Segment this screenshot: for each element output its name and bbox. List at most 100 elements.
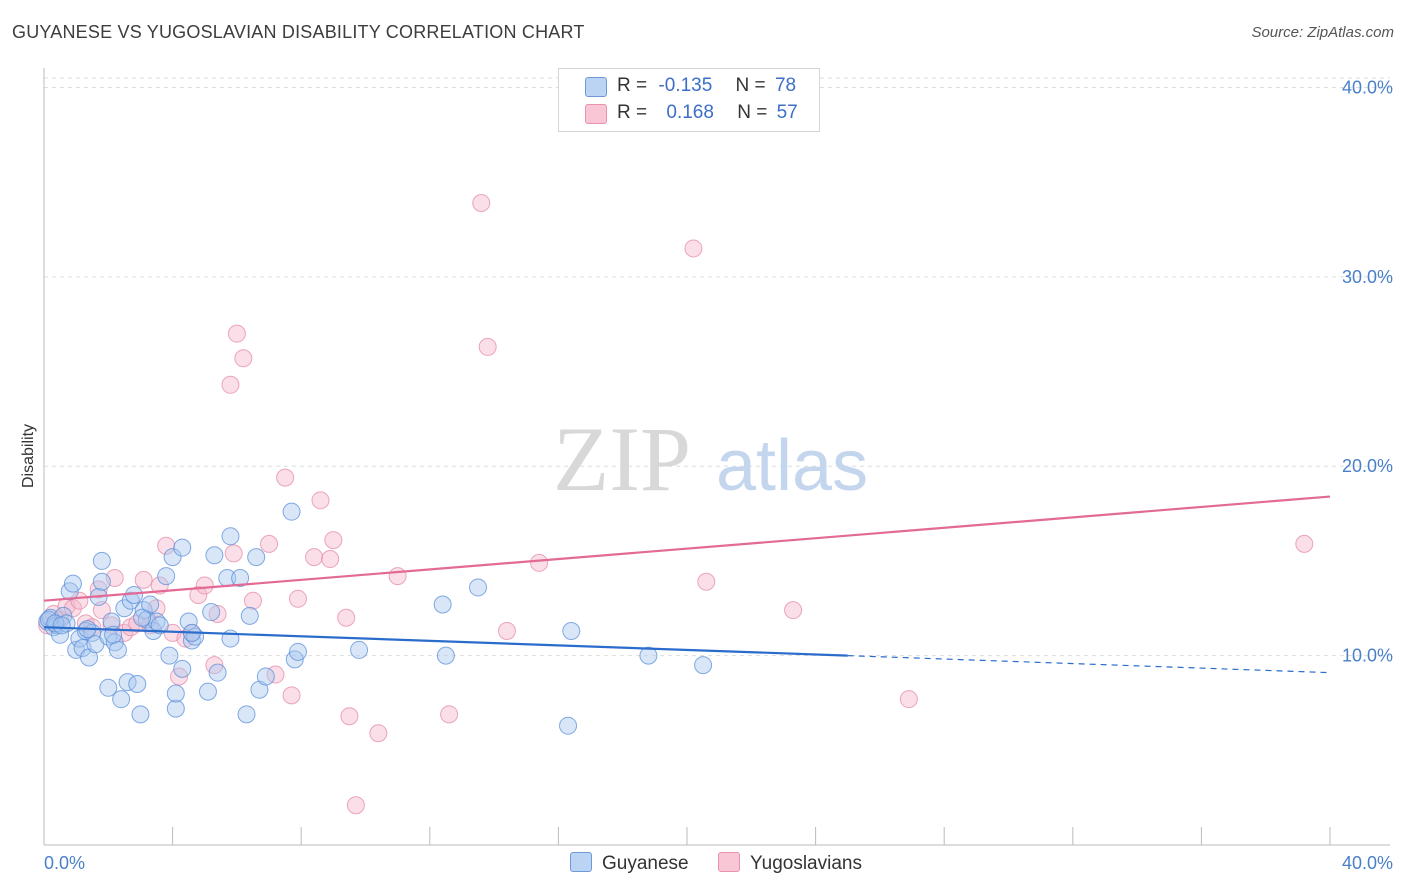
yugoslavians-point: [472, 193, 491, 212]
guyanese-point: [92, 551, 111, 570]
guyanese-point: [288, 642, 307, 661]
guyanese-point: [694, 656, 713, 675]
r-label: R =: [617, 102, 648, 123]
yugoslavians-point: [346, 796, 365, 815]
guyanese-point: [115, 599, 134, 618]
yugoslavians-point: [195, 576, 214, 595]
guyanese-point: [240, 606, 259, 625]
guyanese-point: [350, 640, 369, 659]
trend-lines: [43, 495, 1331, 674]
guyanese-point: [173, 538, 192, 557]
r-label: R =: [617, 75, 648, 96]
guyanese-point: [92, 572, 111, 591]
guyanese-point: [160, 646, 179, 665]
yugoslavians-point: [388, 567, 407, 586]
yugoslavians-point: [899, 690, 918, 709]
r-value-yugoslavians: 0.168: [666, 102, 714, 123]
watermark-zip: ZIP: [553, 408, 691, 510]
n-value-guyanese: 78: [774, 75, 797, 96]
yugoslavians-point: [340, 707, 359, 726]
yugoslavians-point: [260, 534, 279, 553]
guyanese-point: [221, 527, 240, 546]
yugoslavians-swatch: [585, 104, 607, 124]
guyanese-point: [163, 548, 182, 567]
yugoslavians-point: [221, 375, 240, 394]
yugoslavians-point: [530, 553, 549, 572]
guyanese-point: [198, 682, 217, 701]
guyanese-point: [231, 568, 250, 587]
yugoslavians-point: [150, 576, 169, 595]
guyanese-legend-swatch: [570, 852, 592, 872]
yugoslavians-point: [243, 591, 262, 610]
yugoslavians-trend-line: [43, 495, 1331, 602]
guyanese-point: [133, 608, 152, 627]
yugoslavians-point: [157, 536, 176, 555]
yugoslavians-point: [337, 608, 356, 627]
yugoslavians-point: [324, 531, 343, 550]
yugoslavians-point: [134, 570, 153, 589]
series-guyanese: [38, 502, 713, 735]
yugoslavians-point: [305, 548, 324, 567]
n-label: N =: [735, 75, 766, 96]
guyanese-point: [433, 595, 452, 614]
guyanese-point: [112, 690, 131, 709]
guyanese-point: [131, 705, 150, 724]
yugoslavians-point: [321, 550, 340, 569]
yugoslavians-point: [497, 621, 516, 640]
yugoslavians-legend-swatch: [718, 852, 740, 872]
guyanese-point: [282, 502, 301, 521]
y-tick-labels: 10.0% 20.0% 30.0% 40.0%: [1342, 77, 1393, 665]
yugoslavians-point: [784, 601, 803, 620]
n-label: N =: [737, 102, 768, 123]
y-axis-label: Disability: [20, 424, 37, 488]
y-tick-label: 20.0%: [1342, 456, 1393, 476]
guyanese-point: [150, 616, 169, 635]
yugoslavians-point: [227, 324, 246, 343]
yugoslavians-point: [208, 604, 227, 623]
axes: [43, 68, 1390, 846]
n-value-yugoslavians: 57: [776, 102, 798, 123]
guyanese-trend-line: [43, 626, 848, 657]
yugoslavians-point: [369, 724, 388, 743]
yugoslavians-point: [282, 686, 301, 705]
r-value-guyanese: -0.135: [658, 75, 713, 96]
yugoslavians-point: [224, 544, 243, 563]
guyanese-point: [166, 699, 185, 718]
guyanese-point: [436, 646, 455, 665]
yugoslavians-point: [63, 599, 82, 618]
x-tick-labels: 0.0% 40.0%: [44, 853, 1393, 873]
y-tick-label: 10.0%: [1342, 646, 1393, 666]
guyanese-point: [205, 546, 224, 565]
guyanese-point: [125, 586, 144, 605]
guyanese-point: [51, 625, 70, 644]
guyanese-point: [639, 646, 658, 665]
yugoslavians-legend-label: Yugoslavians: [750, 853, 862, 874]
yugoslavians-point: [697, 572, 716, 591]
x-tick-label: 0.0%: [44, 853, 85, 873]
guyanese-point: [99, 678, 118, 697]
guyanese-swatch: [585, 77, 607, 97]
guyanese-point: [80, 648, 99, 667]
chart-title: GUYANESE VS YUGOSLAVIAN DISABILITY CORRE…: [12, 22, 585, 42]
guyanese-point: [166, 684, 185, 703]
guyanese-point: [247, 548, 266, 567]
yugoslavians-point: [276, 468, 295, 487]
guyanese-point: [173, 659, 192, 678]
guyanese-point: [208, 663, 227, 682]
guyanese-point: [128, 675, 147, 694]
source-label: Source: ZipAtlas.com: [1251, 24, 1394, 41]
bottom-legend-guyanese: Guyanese: [570, 852, 689, 875]
yugoslavians-point: [189, 586, 208, 605]
guyanese-point: [52, 616, 71, 635]
guyanese-point: [179, 612, 198, 631]
y-tick-label: 40.0%: [1342, 77, 1393, 97]
yugoslavians-point: [478, 337, 497, 356]
y-tick-label: 30.0%: [1342, 267, 1393, 287]
guyanese-point: [562, 621, 581, 640]
stats-legend: R = -0.135 N = 78 R = 0.168 N = 57: [558, 68, 820, 132]
guyanese-point: [250, 680, 269, 699]
guyanese-point: [237, 705, 256, 724]
yugoslavians-point: [311, 491, 330, 510]
guyanese-point: [63, 574, 82, 593]
